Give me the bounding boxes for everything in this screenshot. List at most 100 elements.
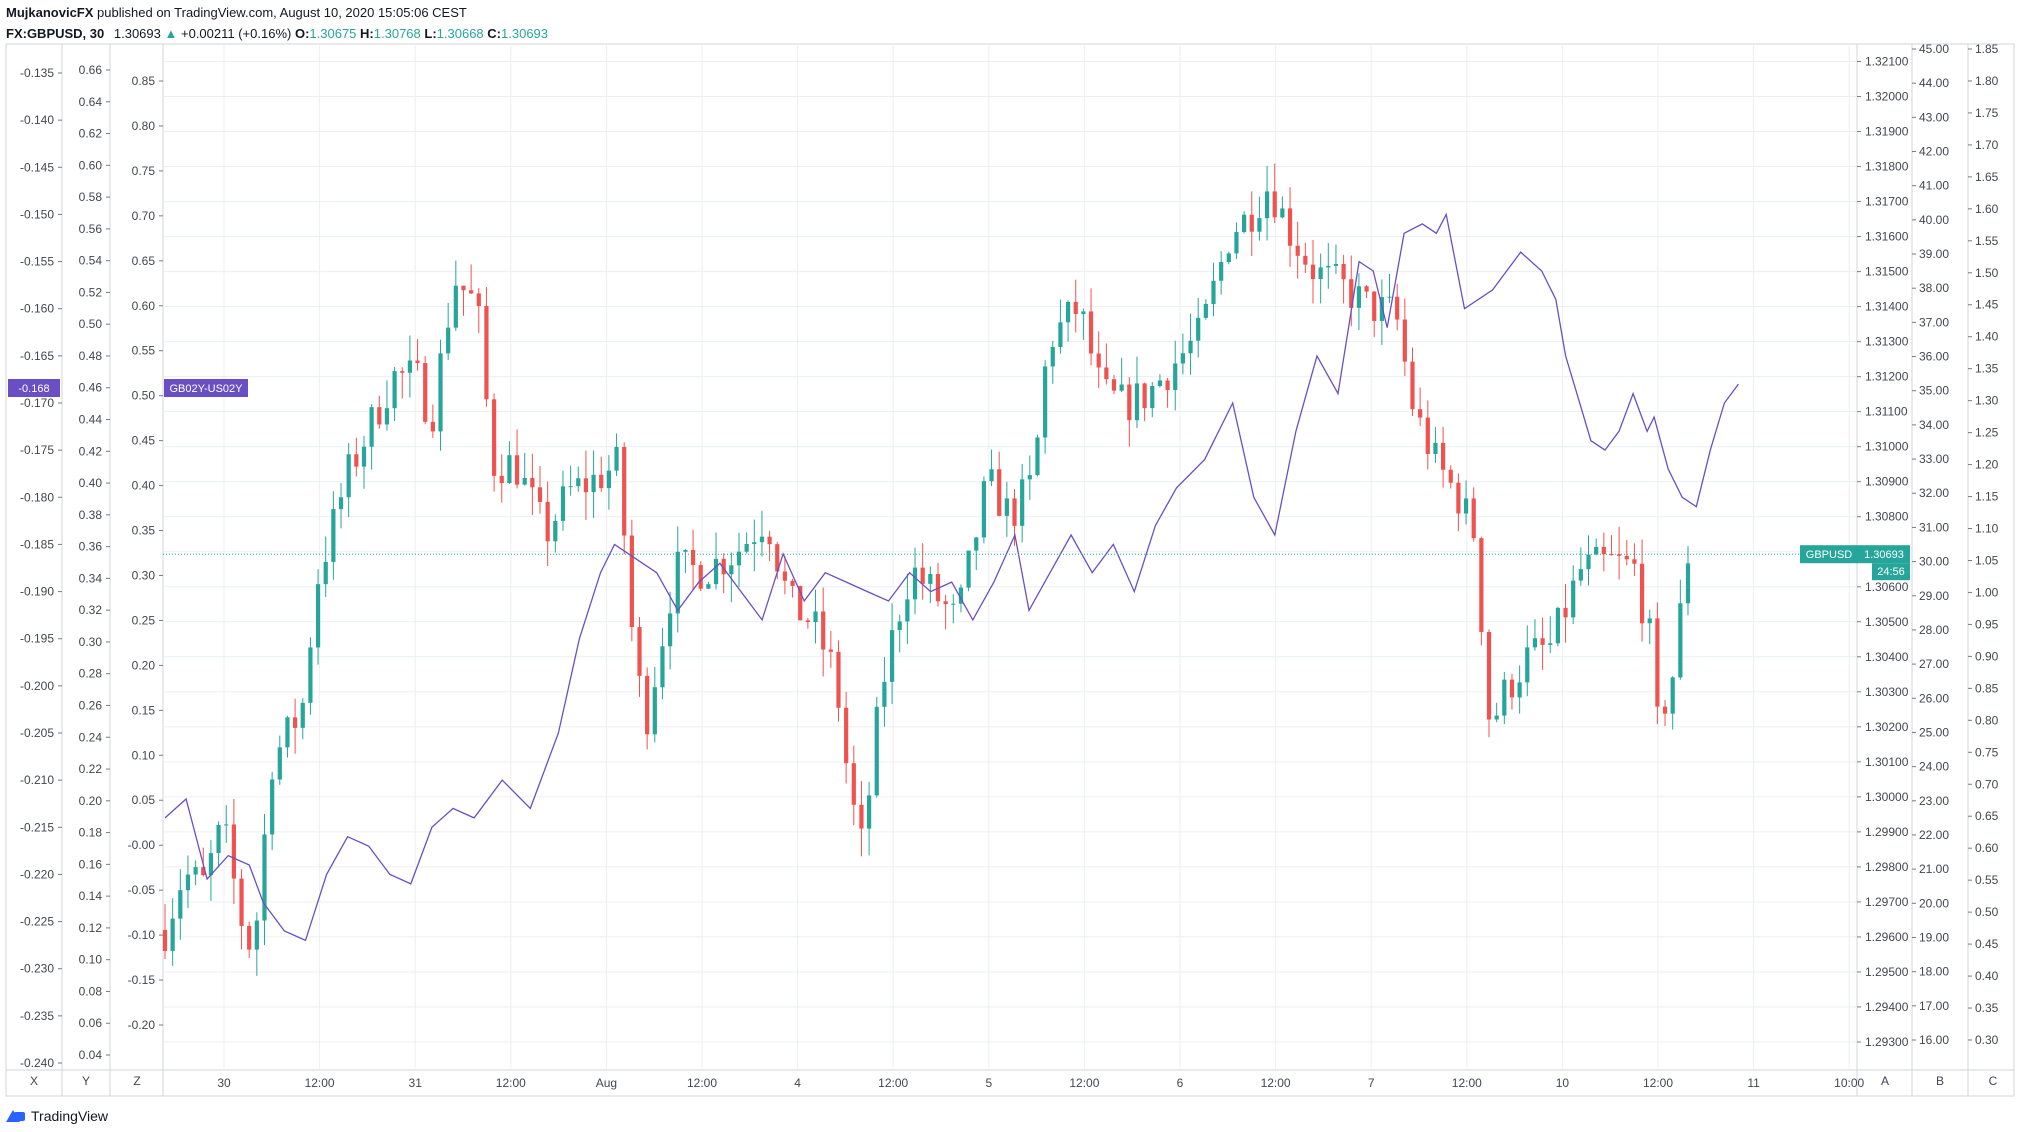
candle-body (1004, 498, 1009, 516)
axis-b-label: 17.00 (1919, 999, 1949, 1013)
candle-body (1219, 262, 1224, 281)
candle (1586, 535, 1591, 586)
axis-z-label: -0.10 (128, 928, 156, 942)
candle (1387, 273, 1392, 303)
candle (828, 630, 833, 668)
candle-body (1333, 263, 1339, 266)
tradingview-logo-icon (6, 1109, 26, 1123)
brand-name[interactable]: TradingView (31, 1108, 109, 1124)
candle-body (1662, 706, 1668, 714)
axis-letter-C: C (1989, 1074, 1998, 1088)
candle (1509, 673, 1515, 710)
candle-body (821, 611, 826, 650)
candle (239, 869, 244, 950)
candle-body (446, 327, 451, 354)
candle-body (208, 853, 214, 876)
candle-body (1050, 347, 1055, 367)
axis-c-label: 1.30 (1975, 394, 1999, 408)
candle-body (591, 474, 596, 493)
axis-c-label: 0.95 (1975, 617, 1999, 631)
candle (1433, 426, 1438, 463)
candle (484, 287, 489, 407)
axis-x-label: -0.215 (20, 820, 54, 834)
axis-y-label: 0.04 (79, 1048, 103, 1062)
price-axis-label: 1.31600 (1865, 230, 1909, 244)
axis-x-label: -0.145 (20, 160, 54, 174)
candle-body (1379, 297, 1384, 321)
candle (1058, 299, 1063, 354)
axis-c-label: 1.65 (1975, 170, 1999, 184)
axis-x-label: -0.160 (20, 302, 54, 316)
candle (1165, 377, 1170, 408)
candle-body (1586, 554, 1591, 570)
candle-body (958, 587, 964, 604)
axis-c-label: 1.75 (1975, 106, 1999, 120)
candle (415, 339, 420, 371)
candle-body (1310, 264, 1316, 280)
axis-b-label: 25.00 (1919, 725, 1949, 739)
candle (1295, 221, 1300, 279)
axis-c-label: 1.45 (1975, 298, 1999, 312)
candle (262, 814, 267, 946)
candle-body (675, 551, 680, 614)
axis-z-label: 0.50 (132, 389, 156, 403)
candle (928, 566, 933, 604)
candle-body (736, 551, 742, 566)
candle (392, 367, 397, 422)
candle-body (836, 651, 841, 708)
symbol-label[interactable]: FX:GBPUSD, 30 (6, 26, 105, 41)
candle (1517, 665, 1522, 714)
candle-body (637, 627, 642, 676)
candle-body (530, 477, 535, 488)
publisher-name[interactable]: MujkanovicFX (6, 5, 94, 20)
axis-y-label: 0.46 (79, 381, 103, 395)
candle-body (453, 285, 458, 328)
price-axis-label: 1.31400 (1865, 300, 1909, 314)
open-value: 1.30675 (309, 26, 357, 41)
axis-b-label: 33.00 (1919, 452, 1949, 466)
countdown-label-text: 24:56 (1877, 566, 1905, 578)
candle-body (1563, 607, 1568, 618)
candle-body (1594, 546, 1599, 555)
axis-c-label: 0.50 (1975, 905, 1999, 919)
candle (507, 441, 512, 484)
candle (1073, 279, 1078, 333)
candle-body (461, 285, 466, 291)
candle-body (798, 585, 803, 621)
candle (660, 627, 665, 700)
price-axis-label: 1.30000 (1865, 790, 1909, 804)
candle-body (1639, 563, 1645, 624)
axis-y-label: 0.64 (79, 95, 103, 109)
axis-z-label: 0.15 (132, 703, 156, 717)
candle-body (1540, 638, 1545, 645)
axis-x-label: -0.170 (20, 396, 54, 410)
candle (1601, 532, 1606, 572)
candle-body (1150, 385, 1155, 409)
axis-b-label: 29.00 (1919, 589, 1949, 603)
candle (951, 594, 956, 624)
candle-body (354, 454, 359, 467)
candle-body (1234, 232, 1239, 254)
candle-body (216, 824, 221, 854)
candle-body (1280, 208, 1285, 218)
chart-frame (5, 43, 2015, 1097)
price-axis-label: 1.31800 (1865, 160, 1909, 174)
axis-x-label: -0.190 (20, 585, 54, 599)
candle-body (1517, 682, 1522, 698)
candle-body (767, 536, 772, 545)
candle (1050, 340, 1055, 384)
candle-body (400, 371, 405, 373)
axis-y-label: 0.06 (79, 1016, 103, 1030)
low-label: L: (424, 26, 437, 41)
candle (622, 442, 627, 555)
candle (637, 616, 642, 697)
axis-y-label: 0.36 (79, 540, 103, 554)
axis-y-label: 0.12 (79, 921, 103, 935)
spread-axis-label (8, 379, 60, 397)
countdown-label (1872, 563, 1910, 581)
candle (599, 456, 604, 492)
candle (361, 435, 367, 489)
candle-body (1119, 384, 1124, 391)
candle-body (331, 509, 336, 562)
